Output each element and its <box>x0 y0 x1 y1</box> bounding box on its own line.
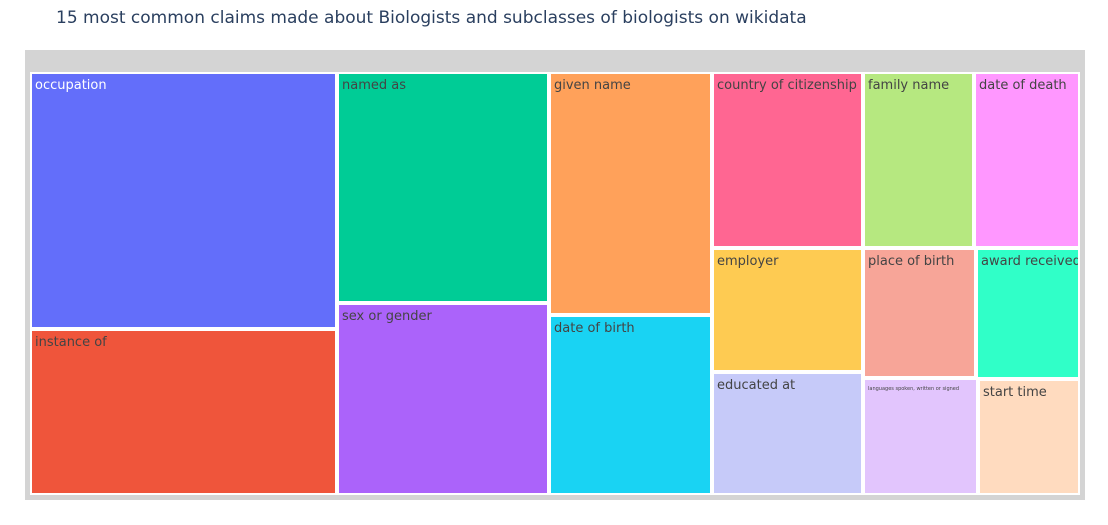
treemap-tile-label: date of death <box>979 78 1067 93</box>
treemap-tile-label: country of citizenship <box>717 78 857 93</box>
treemap-tile-given-name[interactable]: given name <box>549 72 712 315</box>
treemap-tile-start-time[interactable]: start time <box>978 379 1080 495</box>
treemap-plot: occupation instance of named as sex or gend… <box>25 50 1085 500</box>
treemap-tile-label: named as <box>342 78 406 93</box>
treemap-tile-label: languages spoken, written or signed <box>868 386 960 392</box>
treemap-tile-date-of-birth[interactable]: date of birth <box>549 315 712 495</box>
treemap-tile-languages-spoken-written-or-signed[interactable]: languages spoken, written or signed <box>863 378 978 495</box>
treemap-tile-label: employer <box>717 254 779 269</box>
treemap-tile-label: date of birth <box>554 321 635 336</box>
treemap-tile-date-of-death[interactable]: date of death <box>974 72 1080 248</box>
treemap-tile-sex-or-gender[interactable]: sex or gender <box>337 303 549 495</box>
treemap-tile-place-of-birth[interactable]: place of birth <box>863 248 976 378</box>
treemap-tile-label: educated at <box>717 378 796 393</box>
treemap-tile-occupation[interactable]: occupation <box>30 72 337 329</box>
treemap-tile-label: family name <box>868 78 950 93</box>
treemap-tile-educated-at[interactable]: educated at <box>712 372 863 495</box>
treemap-tile-instance-of[interactable]: instance of <box>30 329 337 495</box>
treemap-tile-label: given name <box>554 78 631 93</box>
treemap-tile-country-of-citizenship[interactable]: country of citizenship <box>712 72 863 248</box>
treemap-tile-label: start time <box>983 385 1047 400</box>
treemap-tile-named-as[interactable]: named as <box>337 72 549 303</box>
treemap-tile-family-name[interactable]: family name <box>863 72 974 248</box>
treemap-tile-award-received[interactable]: award received <box>976 248 1080 379</box>
treemap-tile-label: occupation <box>35 78 107 93</box>
chart-title: 15 most common claims made about Biologi… <box>56 8 807 28</box>
treemap-tile-employer[interactable]: employer <box>712 248 863 372</box>
treemap-tile-label: place of birth <box>868 254 955 269</box>
treemap-tile-label: sex or gender <box>342 309 432 324</box>
treemap-tile-label: award received <box>981 254 1080 269</box>
treemap-tile-label: instance of <box>35 335 107 350</box>
